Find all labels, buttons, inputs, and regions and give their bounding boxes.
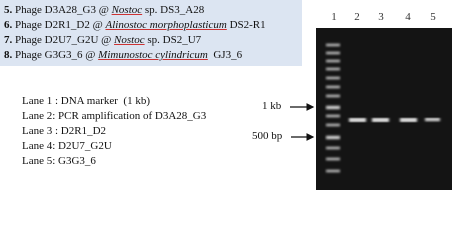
legend-species: Mimunostoc cylindricum [98, 49, 208, 61]
legend-text: sp. DS2_U7 [144, 34, 202, 46]
legend-species: Nostoc [114, 34, 145, 46]
legend-text: sp. DS3_A28 [142, 4, 205, 16]
lane-description: Lane 4: D2U7_G2U [22, 140, 112, 152]
legend-number: 5. [4, 4, 13, 16]
marker-label: 1 kb [262, 100, 282, 112]
gel-figure: 1 2 3 4 5 [290, 11, 452, 190]
marker-label: 500 bp [252, 130, 283, 142]
sample-bands [349, 118, 440, 122]
figure: 5. Phage D3A28_G3 @ Nostoc sp. DS3_A28 6… [0, 0, 452, 190]
legend-number: 7. [4, 34, 13, 46]
legend-text: Phage D2R1_D2 @ [12, 19, 106, 31]
lane-description: Lane 2: PCR amplification of D3A28_G3 [22, 110, 207, 122]
lane-number: 3 [378, 11, 384, 23]
legend-text: DS2-R1 [226, 19, 266, 31]
legend-text: Phage D3A28_G3 @ [12, 4, 112, 16]
ladder [326, 44, 340, 172]
legend-line: 6. Phage D2R1_D2 @ Alinostoc morphoplast… [4, 19, 266, 31]
lane-number: 4 [405, 11, 411, 23]
lane-description: Lane 5: G3G3_6 [22, 155, 96, 167]
lane-description: Lane 3 : D2R1_D2 [22, 125, 107, 137]
legend-species: Nostoc [111, 4, 143, 16]
legend-number: 6. [4, 19, 13, 31]
legend-line: 5. Phage D3A28_G3 @ Nostoc sp. DS3_A28 [4, 4, 204, 16]
lane-number: 2 [354, 11, 360, 23]
legend-line: 8. Phage G3G3_6 @ Mimunostoc cylindricum… [4, 49, 242, 61]
legend-species: Alinostoc morphoplasticum [105, 19, 227, 31]
legend-line: 7. Phage D2U7_G2U @ Nostoc sp. DS2_U7 [4, 34, 201, 46]
lane-number: 5 [430, 11, 436, 23]
lane-description: Lane 1 : DNA marker (1 kb) [22, 95, 150, 107]
legend-text: GJ3_6 [207, 49, 243, 61]
legend-number: 8. [4, 49, 13, 61]
legend-text: Phage G3G3_6 @ [12, 49, 99, 61]
lane-number: 1 [331, 11, 337, 23]
legend-text: Phage D2U7_G2U @ [12, 34, 115, 46]
legend-box: 5. Phage D3A28_G3 @ Nostoc sp. DS3_A28 6… [0, 0, 302, 66]
